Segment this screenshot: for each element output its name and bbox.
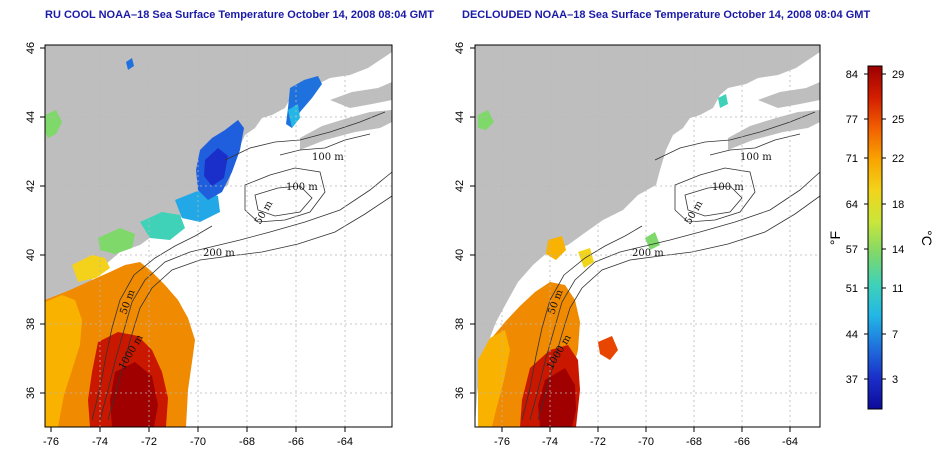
contour-label: 100 m — [286, 182, 318, 193]
bathymetry-contours — [91, 111, 392, 421]
graticule — [475, 45, 820, 427]
colorbar-ticks — [864, 73, 886, 380]
map-frame — [44, 44, 393, 428]
contour-label: 100 m — [740, 152, 772, 163]
bathymetry-contours — [521, 111, 820, 421]
x-tick-label: -66 — [734, 436, 750, 448]
land-mass — [475, 45, 820, 427]
axis-ticks — [470, 47, 791, 432]
fahrenheit-tick-label: 77 — [846, 114, 858, 126]
y-tick-labels: 46 44 42 40 38 36 — [454, 42, 466, 399]
celsius-tick-label: 18 — [892, 199, 904, 211]
fahrenheit-tick-label: 51 — [846, 283, 858, 295]
fahrenheit-tick-label: 44 — [846, 329, 858, 341]
right-map-panel: 100 m 100 m 50 m 200 m 50 m 1000 m -76 -… — [454, 42, 821, 448]
contour-label: 100 m — [312, 152, 344, 163]
y-tick-label: 36 — [454, 387, 466, 399]
temperature-colorbar: 84 77 71 64 57 51 44 37 29 25 22 18 14 1… — [827, 65, 935, 410]
y-tick-label: 42 — [454, 180, 466, 192]
x-tick-labels: -76 -74 -72 -70 -68 -66 -64 — [43, 436, 353, 448]
celsius-tick-label: 14 — [892, 244, 904, 256]
contour-label: 200 m — [203, 248, 235, 259]
celsius-axis-label: °C — [919, 230, 935, 246]
x-tick-label: -68 — [686, 436, 702, 448]
x-tick-label: -70 — [638, 436, 654, 448]
x-tick-label: -72 — [141, 436, 157, 448]
y-tick-labels: 46 44 42 40 38 36 — [25, 42, 37, 399]
y-tick-label: 44 — [454, 111, 466, 123]
y-tick-label: 40 — [454, 249, 466, 261]
x-tick-label: -76 — [43, 436, 59, 448]
x-tick-label: -66 — [288, 436, 304, 448]
contour-label: 100 m — [712, 182, 744, 193]
y-tick-label: 38 — [454, 318, 466, 330]
celsius-tick-label: 7 — [892, 329, 898, 341]
x-tick-label: -76 — [494, 436, 510, 448]
y-tick-label: 38 — [25, 318, 37, 330]
fahrenheit-tick-label: 84 — [846, 69, 858, 81]
y-tick-label: 46 — [454, 42, 466, 54]
fahrenheit-tick-label: 37 — [846, 374, 858, 386]
fahrenheit-tick-label: 71 — [846, 153, 858, 165]
x-tick-label: -68 — [239, 436, 255, 448]
fahrenheit-tick-label: 64 — [846, 199, 858, 211]
fahrenheit-axis-label: °F — [827, 231, 843, 245]
fahrenheit-tick-labels: 84 77 71 64 57 51 44 37 — [846, 69, 858, 386]
x-tick-label: -70 — [190, 436, 206, 448]
axis-ticks — [40, 47, 346, 432]
x-tick-label: -64 — [337, 436, 353, 448]
celsius-tick-label: 25 — [892, 114, 904, 126]
x-tick-label: -74 — [542, 436, 558, 448]
celsius-tick-label: 29 — [892, 69, 904, 81]
x-tick-labels: -76 -74 -72 -70 -68 -66 -64 — [494, 436, 798, 448]
right-panel-title: DECLOUDED NOAA–18 Sea Surface Temperatur… — [462, 9, 871, 21]
celsius-tick-label: 22 — [892, 153, 904, 165]
colorbar-ramp — [867, 65, 883, 410]
y-tick-label: 44 — [25, 111, 37, 123]
map-frame — [474, 44, 821, 428]
celsius-tick-label: 11 — [892, 283, 903, 295]
left-map-panel: 100 m 100 m 50 m 200 m 50 m 1000 m -76 -… — [25, 42, 393, 448]
x-tick-label: -64 — [782, 436, 798, 448]
x-tick-label: -74 — [92, 436, 108, 448]
land-mass — [45, 45, 392, 427]
left-panel-title: RU COOL NOAA–18 Sea Surface Temperature … — [45, 9, 435, 21]
y-tick-label: 42 — [25, 180, 37, 192]
y-tick-label: 46 — [25, 42, 37, 54]
contour-label: 200 m — [632, 248, 664, 259]
celsius-tick-labels: 29 25 22 18 14 11 7 3 — [892, 69, 904, 386]
x-tick-label: -72 — [590, 436, 606, 448]
y-tick-label: 36 — [25, 387, 37, 399]
fahrenheit-tick-label: 57 — [846, 244, 858, 256]
y-tick-label: 40 — [25, 249, 37, 261]
graticule — [45, 45, 392, 427]
celsius-tick-label: 3 — [892, 374, 898, 386]
